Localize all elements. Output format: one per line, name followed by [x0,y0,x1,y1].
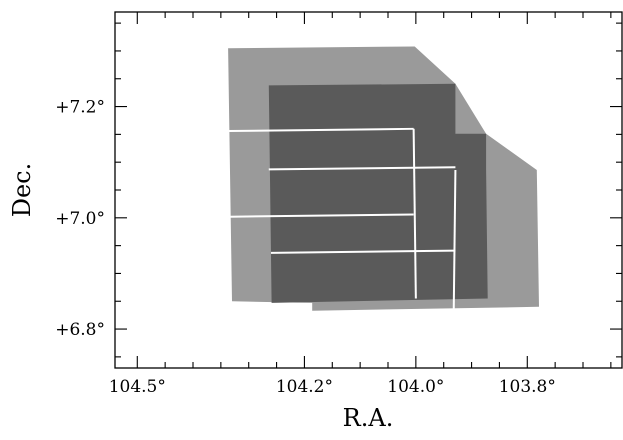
axis-ticks [115,12,622,368]
seam-5 [270,249,456,254]
seam-1 [229,213,414,218]
y-axis-label: Dec. [8,163,36,218]
tile-seams [228,127,457,311]
x-tick-label-1: 104.2° [276,377,333,397]
y-tick-label-1: +7.0° [55,209,105,229]
x-tick-label-2: 104.0° [387,377,444,397]
seam-0 [228,127,414,133]
y-tick-label-2: +6.8° [55,320,105,340]
overlap-region-0 [268,83,488,303]
seam-2 [412,128,417,299]
y-tick-label-0: +7.2° [55,98,105,118]
tick-labels: 104.5° 104.2° 104.0° 103.8° +7.2° +7.0° +6.8° [55,98,556,397]
coverage-regions [228,46,539,311]
x-axis-label: R.A. [343,404,394,432]
seam-4 [268,166,456,171]
x-tick-label-0: 104.5° [109,377,166,397]
x-tick-label-3: 103.8° [499,377,556,397]
seam-3 [452,169,457,311]
